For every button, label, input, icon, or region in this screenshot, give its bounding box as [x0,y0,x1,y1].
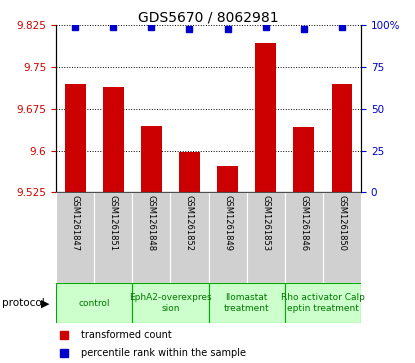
Text: GSM1261848: GSM1261848 [147,195,156,251]
Bar [171,192,209,283]
Text: control: control [78,299,110,307]
Bar [247,192,285,283]
Text: GSM1261853: GSM1261853 [261,195,270,251]
Text: EphA2-overexpres
sion: EphA2-overexpres sion [129,293,212,313]
Text: GSM1261850: GSM1261850 [337,195,347,251]
Bar [293,127,314,192]
Bar [94,192,132,283]
Bar [255,43,276,192]
Bar [332,84,352,192]
Text: Rho activator Calp
eptin treatment: Rho activator Calp eptin treatment [281,293,365,313]
Bar [56,192,94,283]
Bar [209,283,285,323]
Bar [209,192,247,283]
Bar [217,166,238,192]
Bar [132,192,171,283]
Text: GSM1261851: GSM1261851 [109,195,118,251]
Title: GDS5670 / 8062981: GDS5670 / 8062981 [138,10,279,24]
Bar [323,192,361,283]
Text: Ilomastat
treatment: Ilomastat treatment [224,293,269,313]
Text: transformed count: transformed count [81,330,172,340]
Text: percentile rank within the sample: percentile rank within the sample [81,348,246,358]
Bar [65,84,85,192]
Text: GSM1261846: GSM1261846 [299,195,308,251]
Bar [285,283,361,323]
Bar [132,283,209,323]
Text: protocol: protocol [2,298,45,308]
Text: GSM1261847: GSM1261847 [71,195,80,251]
Bar [179,152,200,192]
Text: GSM1261849: GSM1261849 [223,195,232,251]
Text: GSM1261852: GSM1261852 [185,195,194,251]
Bar [285,192,323,283]
Bar [103,87,124,192]
Bar [56,283,132,323]
Bar [141,126,162,192]
Text: ▶: ▶ [41,299,49,309]
